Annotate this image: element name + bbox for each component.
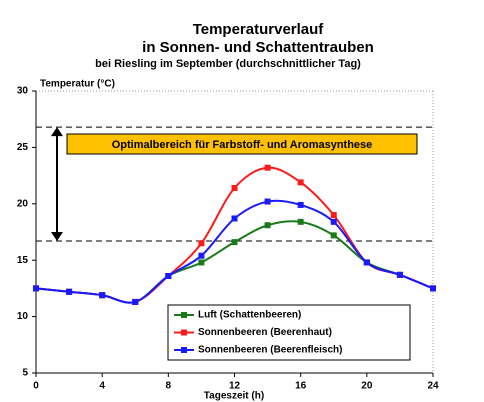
arrow-head (51, 232, 63, 242)
data-point (66, 288, 73, 295)
data-point (396, 271, 403, 278)
y-tick-label: 25 (17, 142, 29, 153)
legend-marker (181, 347, 187, 353)
data-point (99, 292, 106, 299)
chart-subtitle: bei Riesling im September (durchschnittl… (95, 58, 361, 70)
y-tick-label: 20 (17, 198, 29, 209)
data-point (430, 285, 436, 292)
legend-label: Luft (Schattenbeeren) (198, 310, 301, 321)
data-point (231, 239, 238, 246)
data-point (264, 164, 271, 171)
x-tick-label: 24 (427, 381, 439, 392)
data-point (264, 198, 271, 205)
data-point (198, 240, 205, 247)
arrow-head (51, 127, 63, 137)
data-point (363, 259, 370, 266)
data-point (198, 259, 205, 266)
data-point (165, 272, 172, 279)
legend-marker (181, 312, 187, 318)
chart-title: Temperaturverlauf (193, 21, 325, 38)
data-point (330, 232, 337, 239)
legend-box (167, 304, 411, 361)
annotation: Optimalbereich für Farbstoff- und Aromas… (112, 139, 373, 151)
data-point (231, 215, 238, 222)
data-point (264, 222, 271, 229)
y-tick-label: 15 (17, 255, 29, 266)
x-tick-label: 12 (229, 381, 241, 392)
annotation-box (66, 133, 418, 155)
data-point (231, 185, 238, 192)
y-axis-label: Temperatur (°C) (40, 79, 115, 90)
y-tick-label: 30 (17, 86, 29, 97)
data-point (330, 212, 337, 219)
x-tick-label: 8 (166, 381, 172, 392)
x-tick-label: 0 (33, 381, 39, 392)
legend-label: Sonnenbeeren (Beerenfleisch) (198, 345, 342, 356)
x-tick-label: 20 (361, 381, 373, 392)
x-tick-label: 16 (295, 381, 307, 392)
data-point (330, 218, 337, 225)
chart-title: in Sonnen- und Schattentrauben (142, 39, 374, 56)
y-tick-label: 10 (17, 311, 29, 322)
data-point (198, 252, 205, 259)
x-axis-label: Tageszeit (h) (204, 391, 264, 402)
y-tick-label: 5 (22, 368, 28, 379)
data-point (297, 201, 304, 208)
legend-label: Sonnenbeeren (Beerenhaut) (198, 327, 332, 338)
x-tick-label: 4 (99, 381, 105, 392)
legend-marker (181, 329, 187, 336)
data-point (132, 298, 139, 305)
series-line (35, 220, 434, 304)
data-point (297, 179, 304, 186)
data-point (33, 285, 39, 292)
data-point (297, 218, 304, 225)
